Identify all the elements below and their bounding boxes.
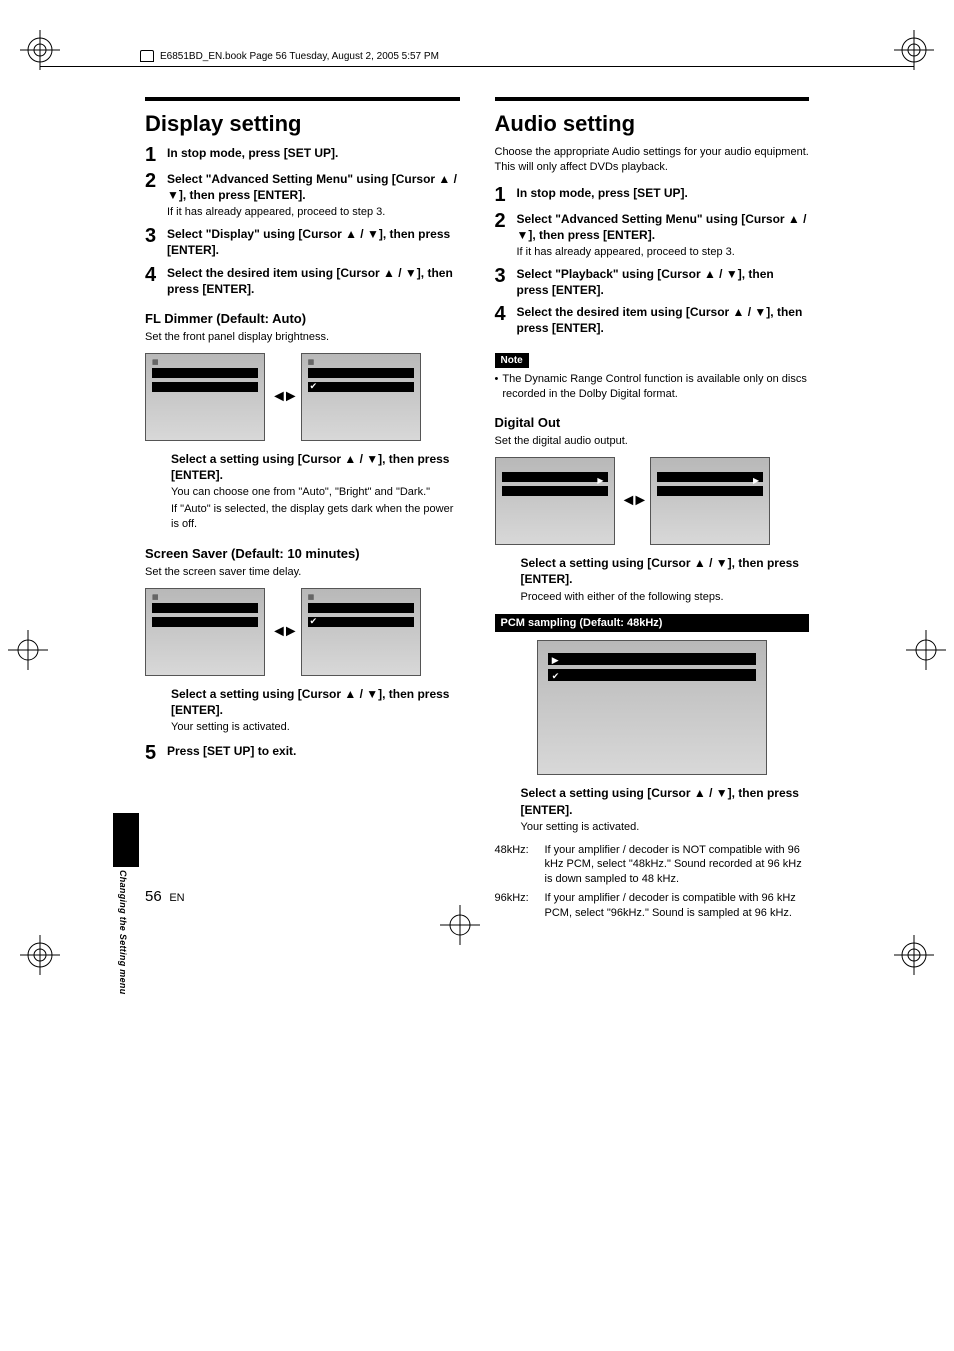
select-instruction: Select a setting using [Cursor ▲ / ▼], t… [521, 785, 810, 817]
note-label: Note [495, 353, 529, 368]
definition-term: 96kHz: [495, 891, 539, 921]
tv-screenshot: ▦ [145, 588, 265, 676]
definition-item: 96kHz: If your amplifier / decoder is co… [495, 891, 810, 921]
bidirectional-arrow-icon: ◄► [271, 388, 295, 406]
check-icon: ✔ [310, 381, 318, 392]
step-item: 1 In stop mode, press [SET UP]. [495, 185, 810, 205]
step-subtext: If it has already appeared, proceed to s… [167, 205, 460, 220]
step-item: 4 Select the desired item using [Cursor … [145, 265, 460, 297]
step-number: 4 [495, 304, 509, 336]
section-tab [113, 813, 139, 867]
step-number: 1 [495, 185, 509, 205]
tv-screenshot-large: ▶ ✔ [537, 640, 767, 775]
step-number: 1 [145, 145, 159, 165]
crop-mark-icon [20, 935, 60, 975]
step-text: In stop mode, press [SET UP]. [167, 145, 460, 161]
screen-saver-desc: Set the screen saver time delay. [145, 565, 460, 580]
step-number: 2 [145, 171, 159, 220]
step-text: Press [SET UP] to exit. [167, 743, 460, 759]
left-column: Display setting 1 In stop mode, press [S… [145, 97, 460, 925]
audio-intro: Choose the appropriate Audio settings fo… [495, 145, 810, 175]
step-text: Select "Playback" using [Cursor ▲ / ▼], … [517, 266, 810, 298]
note-text: • The Dynamic Range Control function is … [495, 372, 810, 402]
tv-screenshot: ▦ ✔ [301, 588, 421, 676]
step-subtext: If it has already appeared, proceed to s… [517, 245, 810, 260]
crop-mark-icon [440, 905, 480, 945]
crop-mark-icon [894, 30, 934, 70]
step-item: 2 Select "Advanced Setting Menu" using [… [145, 171, 460, 220]
page-header: E6851BD_EN.book Page 56 Tuesday, August … [40, 50, 914, 67]
select-note: You can choose one from "Auto", "Bright"… [171, 485, 460, 500]
step-item: 3 Select "Display" using [Cursor ▲ / ▼],… [145, 226, 460, 258]
step-text: In stop mode, press [SET UP]. [517, 185, 810, 201]
select-note: Your setting is activated. [521, 820, 810, 835]
page-number: 56 [145, 888, 162, 905]
page-footer: 56 EN [145, 888, 185, 905]
step-text: Select the desired item using [Cursor ▲ … [517, 304, 810, 336]
display-setting-title: Display setting [145, 111, 460, 137]
digital-out-desc: Set the digital audio output. [495, 434, 810, 449]
step-item: 4 Select the desired item using [Cursor … [495, 304, 810, 336]
check-icon: ✔ [552, 671, 560, 682]
crop-mark-icon [8, 630, 48, 670]
select-note: Your setting is activated. [171, 720, 460, 735]
step-text: Select "Display" using [Cursor ▲ / ▼], t… [167, 226, 460, 258]
tv-screenshot-pair: ▦ ◄► ▦ ✔ [145, 588, 460, 676]
play-icon: ▶ [597, 476, 603, 485]
step-text: Select "Advanced Setting Menu" using [Cu… [517, 211, 810, 243]
tv-screenshot: ▦ ✔ [301, 353, 421, 441]
play-icon: ▶ [753, 476, 759, 485]
check-icon: ✔ [310, 616, 318, 627]
fl-dimmer-heading: FL Dimmer (Default: Auto) [145, 311, 460, 326]
step-item: 5 Press [SET UP] to exit. [145, 743, 460, 763]
right-column: Audio setting Choose the appropriate Aud… [495, 97, 810, 925]
menu-icon: ▦ [308, 358, 315, 366]
step-item: 3 Select "Playback" using [Cursor ▲ / ▼]… [495, 266, 810, 298]
book-icon [140, 50, 154, 62]
select-instruction: Select a setting using [Cursor ▲ / ▼], t… [521, 555, 810, 587]
digital-out-heading: Digital Out [495, 415, 810, 430]
crop-mark-icon [20, 30, 60, 70]
tv-screenshot-pair: ▦ ◄► ▦ ✔ [145, 353, 460, 441]
fl-dimmer-desc: Set the front panel display brightness. [145, 330, 460, 345]
bidirectional-arrow-icon: ◄► [271, 623, 295, 641]
step-number: 2 [495, 211, 509, 260]
definition-text: If your amplifier / decoder is NOT compa… [545, 843, 810, 888]
tv-screenshot: ▶ [495, 457, 615, 545]
step-item: 1 In stop mode, press [SET UP]. [145, 145, 460, 165]
section-rule [495, 97, 810, 101]
tv-screenshot: ▶ [650, 457, 770, 545]
definition-text: If your amplifier / decoder is compatibl… [545, 891, 810, 921]
pcm-sampling-bar: PCM sampling (Default: 48kHz) [495, 614, 810, 632]
select-note: Proceed with either of the following ste… [521, 590, 810, 605]
select-instruction: Select a setting using [Cursor ▲ / ▼], t… [171, 686, 460, 718]
section-tab-label: Changing the Setting menu [118, 870, 128, 995]
screen-saver-heading: Screen Saver (Default: 10 minutes) [145, 546, 460, 561]
menu-icon: ▦ [152, 593, 159, 601]
menu-icon: ▦ [152, 358, 159, 366]
section-rule [145, 97, 460, 101]
crop-mark-icon [894, 935, 934, 975]
tv-screenshot-pair: ▶ ◄► ▶ [495, 457, 810, 545]
header-text: E6851BD_EN.book Page 56 Tuesday, August … [160, 51, 439, 62]
bidirectional-arrow-icon: ◄► [621, 492, 645, 510]
select-note: If "Auto" is selected, the display gets … [171, 502, 460, 532]
step-text: Select "Advanced Setting Menu" using [Cu… [167, 171, 460, 203]
crop-mark-icon [906, 630, 946, 670]
audio-setting-title: Audio setting [495, 111, 810, 137]
definition-term: 48kHz: [495, 843, 539, 888]
step-number: 4 [145, 265, 159, 297]
play-icon: ▶ [552, 655, 559, 666]
step-item: 2 Select "Advanced Setting Menu" using [… [495, 211, 810, 260]
definition-list: 48kHz: If your amplifier / decoder is NO… [495, 843, 810, 921]
step-number: 3 [145, 226, 159, 258]
select-instruction: Select a setting using [Cursor ▲ / ▼], t… [171, 451, 460, 483]
step-number: 5 [145, 743, 159, 763]
step-text: Select the desired item using [Cursor ▲ … [167, 265, 460, 297]
step-number: 3 [495, 266, 509, 298]
menu-icon: ▦ [308, 593, 315, 601]
definition-item: 48kHz: If your amplifier / decoder is NO… [495, 843, 810, 888]
page-lang: EN [169, 892, 184, 904]
tv-screenshot: ▦ [145, 353, 265, 441]
